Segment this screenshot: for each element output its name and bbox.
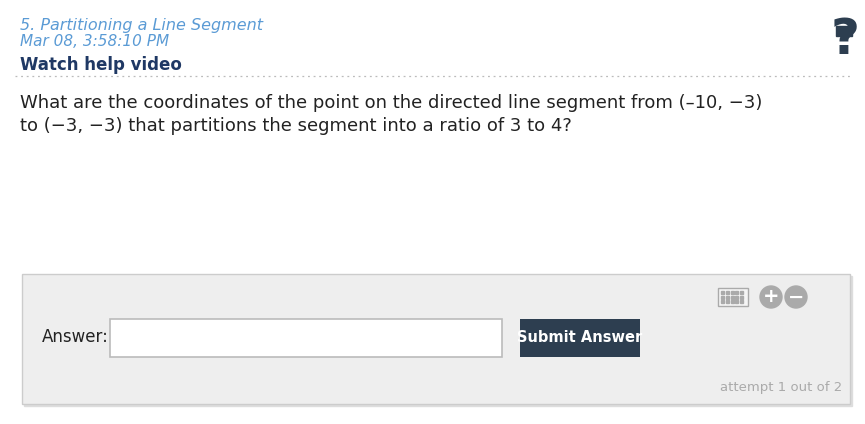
Bar xyxy=(726,291,729,294)
Text: Answer:: Answer: xyxy=(42,328,109,346)
Bar xyxy=(22,274,850,404)
Bar xyxy=(721,296,724,298)
Bar xyxy=(110,319,502,357)
Bar xyxy=(718,288,748,306)
Text: to (−3, −3) that partitions the segment into a ratio of 3 to 4?: to (−3, −3) that partitions the segment … xyxy=(20,117,572,135)
Text: +: + xyxy=(763,287,779,307)
Text: attempt 1 out of 2: attempt 1 out of 2 xyxy=(720,382,842,394)
Bar xyxy=(731,291,734,294)
Bar xyxy=(735,296,739,298)
Bar xyxy=(735,291,739,294)
Circle shape xyxy=(760,286,782,308)
Bar xyxy=(721,291,724,294)
Bar xyxy=(731,296,734,298)
Bar xyxy=(735,300,739,303)
Text: ?: ? xyxy=(830,16,860,64)
Bar xyxy=(740,300,743,303)
Bar xyxy=(721,300,724,303)
Bar xyxy=(520,319,640,357)
Bar xyxy=(740,291,743,294)
Bar xyxy=(731,300,734,303)
Bar xyxy=(24,276,852,406)
Text: 5. Partitioning a Line Segment: 5. Partitioning a Line Segment xyxy=(20,18,263,33)
Text: Mar 08, 3:58:10 PM: Mar 08, 3:58:10 PM xyxy=(20,34,170,49)
Text: −: − xyxy=(788,287,804,307)
Bar xyxy=(836,26,852,36)
Text: What are the coordinates of the point on the directed line segment from (–10, −3: What are the coordinates of the point on… xyxy=(20,94,762,112)
Bar xyxy=(740,296,743,298)
Bar xyxy=(726,296,729,298)
Circle shape xyxy=(785,286,807,308)
Text: Watch help video: Watch help video xyxy=(20,56,182,74)
Text: Submit Answer: Submit Answer xyxy=(517,330,643,346)
Bar xyxy=(726,300,729,303)
